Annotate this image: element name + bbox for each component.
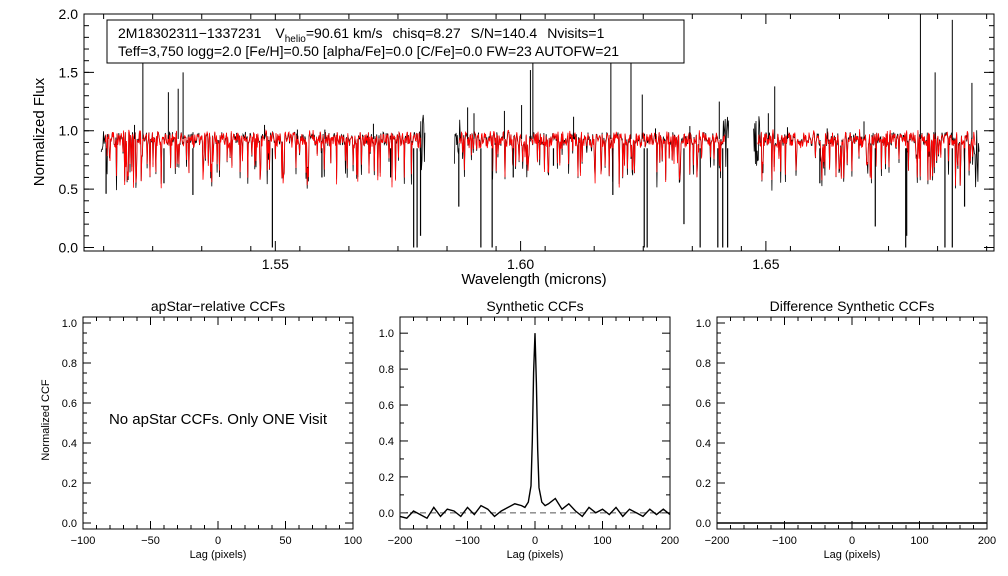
legend-box [106,19,685,64]
legend-line-1: 2M18302311−1337231 Vhelio=90.61 km/s chisq… [118,25,605,45]
y-tick-label: 1.5 [59,64,79,80]
x-tick-label: −200 [388,535,413,547]
legend-line-2: Teff=3,750 logg=2.0 [Fe/H]=0.50 [alpha/F… [118,43,619,59]
y-tick-label: 1.0 [379,328,394,340]
x-tick-label: 1.55 [262,256,289,272]
y-tick-label: 0.4 [62,438,77,450]
apstar-ccf-note: No apStar CCFs. Only ONE Visit [109,411,328,428]
synthetic-ccf-panel: Synthetic CCFs −200 −100 0 100 200 0.0 0.2 0.4 0… [379,298,679,561]
synthetic-ccf-xlabel: Lag (pixels) [507,549,564,561]
y-tick-label: 0.2 [62,478,77,490]
apstar-ccf-ticks: −100 −50 0 50 100 0.0 0.2 0.4 0.6 0.8 1.0 [62,317,362,547]
synthetic-ccf-title: Synthetic CCFs [486,298,583,314]
legend-vhelio-sub: helio [285,34,307,45]
spectrum-ylabel: Normalized Flux [31,77,48,186]
y-tick-label: 2.0 [59,6,79,22]
spectrum-xlabel: Wavelength (microns) [461,271,606,288]
x-tick-label: 0 [215,535,221,547]
apstar-ccf-ylabel: Normalized CCF [40,379,52,461]
x-tick-label: 1.65 [752,256,779,272]
apstar-ccf-title: apStar−relative CCFs [151,298,285,314]
x-tick-label: 1.60 [507,256,534,272]
difference-ccf-ticks: −200 −100 0 100 200 0.0 0.2 0.4 0.6 0.8 1.0 [696,317,996,547]
apstar-ccf-panel: apStar−relative CCFs −100 −50 0 50 100 0.0 0.2… [40,298,362,561]
x-tick-label: −100 [455,535,480,547]
x-tick-label: −50 [141,535,160,547]
x-tick-label: 100 [344,535,362,547]
model-spectrum-chip-1 [104,129,422,189]
y-tick-label: 1.0 [59,123,79,139]
x-tick-label: 0 [532,535,538,547]
y-tick-label: 0.2 [379,472,394,484]
x-tick-label: 50 [279,535,291,547]
y-tick-label: 0.6 [62,398,77,410]
spectrum-panel: 1.55 1.60 1.65 0.0 0.5 1.0 1.5 2.0 Wavelength (… [31,6,995,288]
y-tick-label: 0.8 [379,364,394,376]
apstar-ccf-xlabel: Lag (pixels) [190,549,247,561]
y-tick-label: 0.6 [379,400,394,412]
y-tick-label: 0.8 [696,358,711,370]
x-tick-label: −100 [772,535,797,547]
y-tick-label: 0.0 [62,518,77,530]
y-tick-label: 0.5 [59,181,79,197]
legend-vhelio-value: =90.61 km/s [306,25,383,41]
y-tick-label: 0.0 [379,508,394,520]
difference-ccf-title: Difference Synthetic CCFs [770,298,935,314]
x-tick-label: 200 [661,535,679,547]
y-tick-label: 0.6 [696,398,711,410]
y-tick-label: 0.2 [696,478,711,490]
y-tick-label: 0.4 [379,436,394,448]
spectrum-frame [83,13,995,252]
x-tick-label: 0 [849,535,855,547]
difference-ccf-xlabel: Lag (pixels) [824,549,881,561]
synthetic-ccf-curve [399,333,671,520]
x-tick-label: −200 [705,535,730,547]
y-tick-label: 0.0 [696,518,711,530]
y-tick-label: 1.0 [696,318,711,330]
y-tick-label: 0.4 [696,438,711,450]
y-tick-label: 0.8 [62,358,77,370]
synthetic-ccf-ticks: −200 −100 0 100 200 0.0 0.2 0.4 0.6 0.8 1.0 [379,317,679,547]
legend-star-id: 2M18302311−1337231 [118,25,262,41]
legend-vhelio-prefix: V [275,25,285,41]
spectrum-legend: 2M18302311−1337231 Vhelio=90.61 km/s chisq… [106,19,685,64]
spectrum-ticks: 1.55 1.60 1.65 0.0 0.5 1.0 1.5 2.0 [59,6,994,272]
spectrum-lines [100,14,980,248]
synthetic-ccf-lines [399,333,671,520]
x-tick-label: 100 [593,535,611,547]
legend-nvisits: Nvisits=1 [547,25,604,41]
x-tick-label: 100 [910,535,928,547]
legend-sn: S/N=140.4 [471,25,538,41]
x-tick-label: 200 [978,535,996,547]
legend-chisq: chisq=8.27 [393,25,461,41]
x-tick-label: −100 [71,535,96,547]
y-tick-label: 0.0 [59,239,79,255]
y-tick-label: 1.0 [62,318,77,330]
model-spectrum-chip-2 [458,129,726,188]
difference-ccf-panel: Difference Synthetic CCFs −200 −100 0 100 20… [696,298,996,561]
model-spectrum-chip-3 [757,129,976,186]
